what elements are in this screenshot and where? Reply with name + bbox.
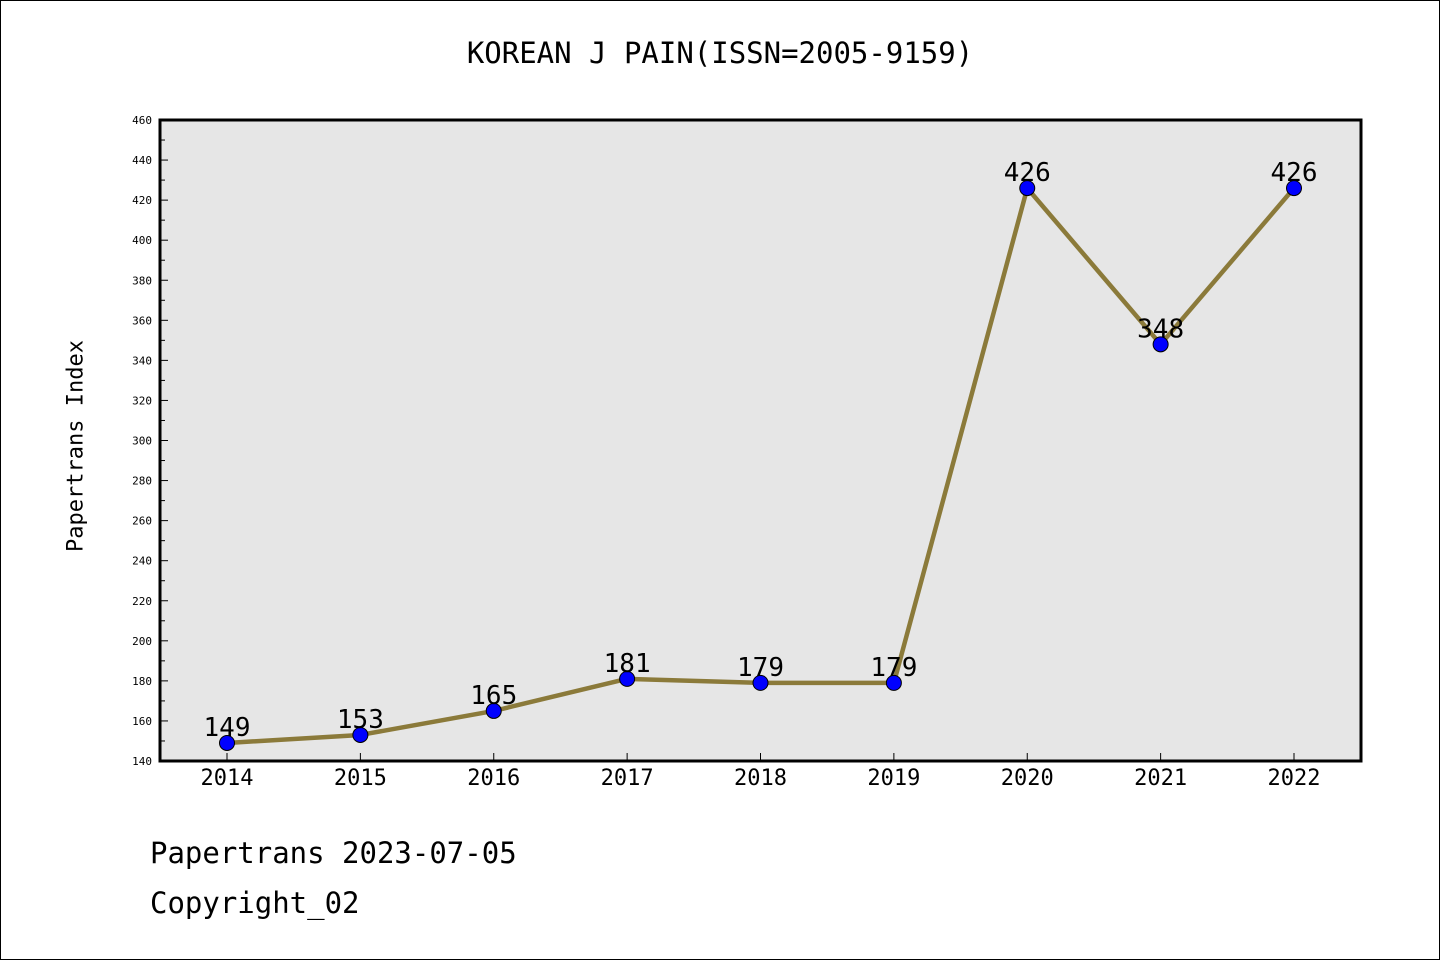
x-tick-label: 2020 [1001,766,1054,791]
y-tick-label: 380 [132,274,152,287]
data-label: 179 [737,653,784,683]
y-tick-label: 280 [132,475,152,488]
y-tick-label: 300 [132,435,152,448]
y-tick-label: 360 [132,314,152,327]
data-point-marker [1286,180,1302,197]
data-label: 153 [337,705,384,735]
data-point-marker [752,674,769,691]
x-tick-label: 2017 [601,766,654,791]
data-label: 149 [204,713,251,743]
y-tick-label: 240 [132,555,152,568]
series-group [219,180,1302,751]
data-label: 426 [1004,158,1051,188]
y-tick-label: 420 [132,194,152,207]
data-label: 181 [604,649,651,679]
data-labels: 149 153 165 181 179 179 426 348 426 [204,158,1318,743]
y-tick-label: 400 [132,234,152,247]
y-tick-label: 220 [132,595,152,608]
data-point-marker [619,670,636,687]
y-tick-label: 160 [132,715,152,728]
footer-date: Papertrans 2023-07-05 [150,836,517,870]
footer-copyright: Copyright_02 [150,886,360,920]
x-axis: 2014 2015 2016 2017 2018 2019 2020 2021 2022 [201,753,1321,791]
x-tick-label: 2022 [1268,766,1321,791]
y-tick-label: 260 [132,515,152,528]
y-tick-label: 340 [132,354,152,367]
y-tick-label: 460 [132,114,152,127]
x-tick-label: 2016 [467,766,520,791]
data-label: 179 [870,653,917,683]
x-tick-label: 2015 [334,766,387,791]
data-point-marker [485,702,502,719]
y-tick-label: 320 [132,394,152,407]
x-tick-label: 2021 [1134,766,1187,791]
y-tick-label: 200 [132,635,152,648]
data-label: 348 [1137,314,1184,344]
x-tick-label: 2019 [867,766,920,791]
y-tick-label: 180 [132,675,152,688]
y-axis: 140 160 180 200 220 240 260 280 300 320 340 360 380 4… [132,114,168,768]
data-point-marker [1152,336,1169,353]
x-tick-label: 2018 [734,766,787,791]
x-tick-label: 2014 [201,766,254,791]
chart-title: KOREAN J PAIN(ISSN=2005-9159) [466,36,974,70]
data-point-marker [885,674,902,691]
data-label: 426 [1271,158,1318,188]
y-tick-label: 140 [132,755,152,768]
y-tick-label: 440 [132,154,152,167]
data-label: 165 [470,681,517,711]
data-point-marker [219,734,235,751]
plot-area [158,118,1363,763]
data-point-marker [1019,180,1036,197]
data-point-marker [352,726,369,743]
